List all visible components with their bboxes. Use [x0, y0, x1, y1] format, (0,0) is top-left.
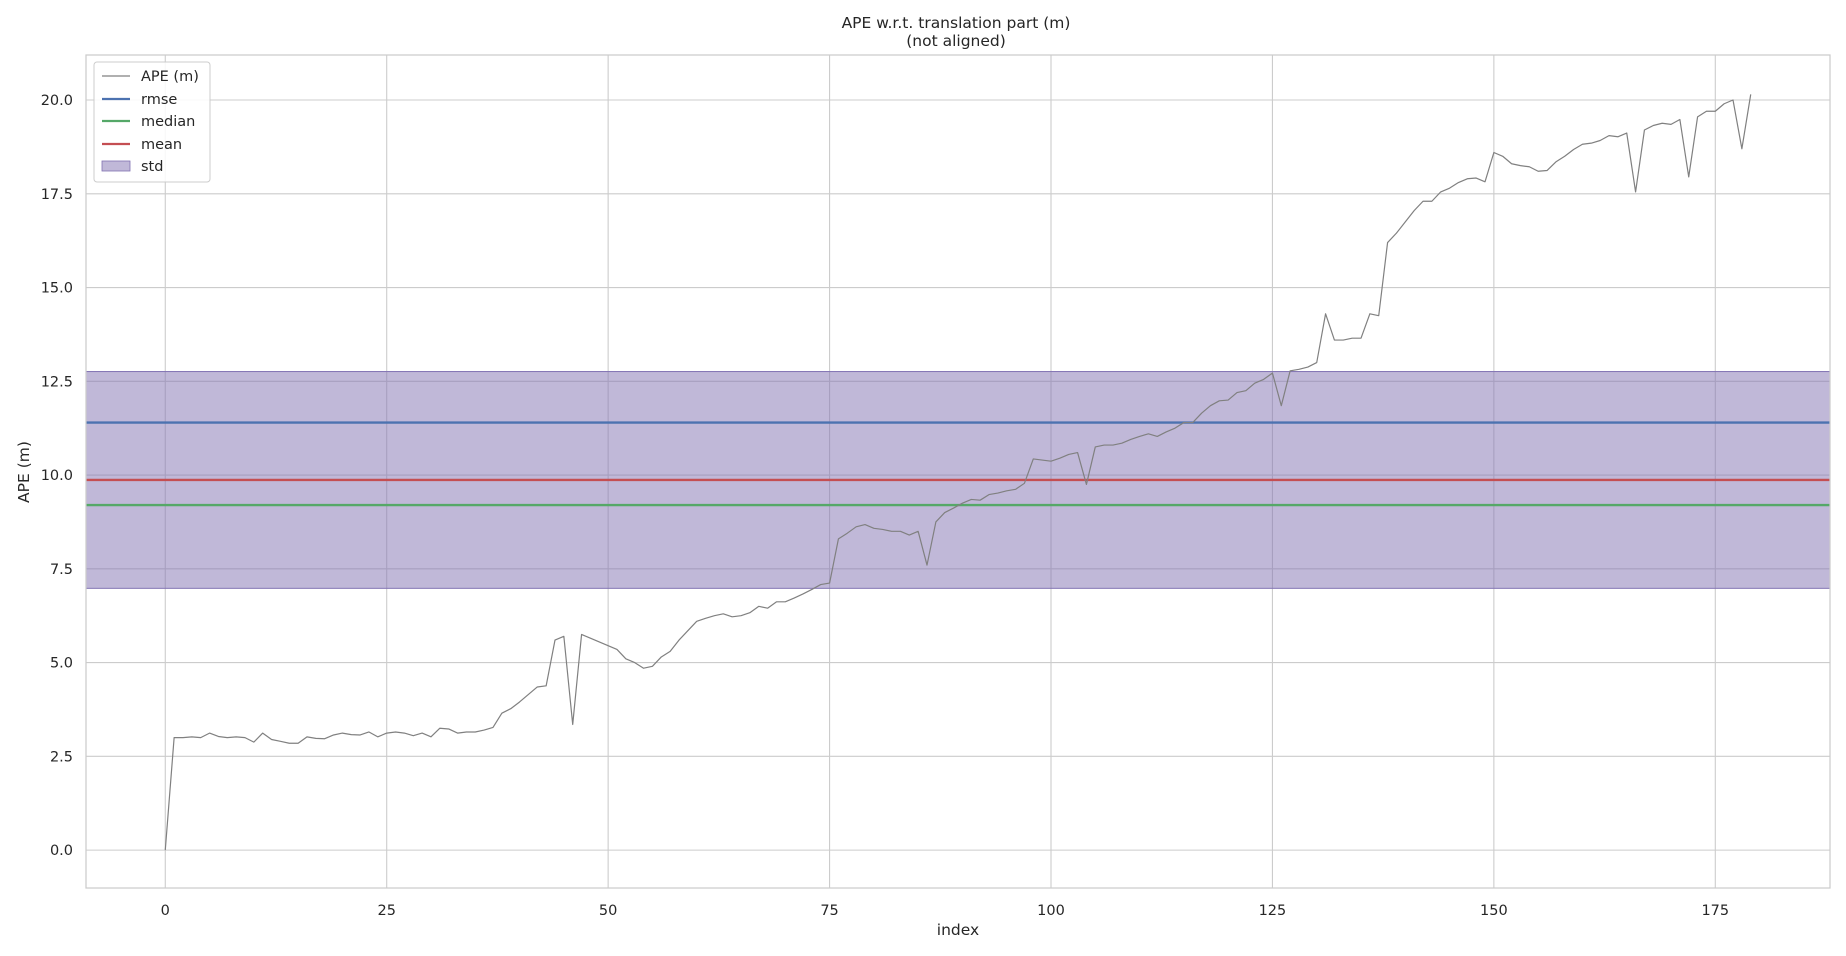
y-tick-label: 0.0 [50, 843, 73, 859]
x-tick-label: 25 [377, 903, 395, 919]
y-tick-label: 2.5 [50, 749, 73, 765]
x-axis-label: index [937, 921, 979, 939]
x-tick-label: 150 [1480, 903, 1508, 919]
y-tick-label: 12.5 [41, 374, 73, 390]
y-tick-label: 7.5 [50, 562, 73, 578]
x-tick-label: 175 [1701, 903, 1729, 919]
legend-swatch-std [101, 160, 131, 172]
chart-subtitle: (not aligned) [906, 32, 1006, 50]
y-tick-label: 17.5 [41, 187, 73, 203]
x-tick-label: 125 [1259, 903, 1287, 919]
chart-title: APE w.r.t. translation part (m) [842, 14, 1071, 32]
x-tick-label: 75 [820, 903, 838, 919]
y-tick-label: 15.0 [41, 281, 73, 297]
ape-series-line [164, 94, 1752, 851]
x-tick-label: 100 [1037, 903, 1065, 919]
y-tick-label: 20.0 [41, 93, 73, 109]
ape-series-layer [164, 94, 1752, 851]
legend-label-mean: mean [141, 137, 182, 153]
legend-label-std: std [141, 159, 163, 175]
legend-frame [93, 61, 211, 183]
legend: APE (m) rmse median mean std [93, 61, 211, 183]
plot-frame [85, 54, 1831, 889]
x-tick-label: 50 [599, 903, 617, 919]
x-tick-labels: 0 25 50 75 100 125 150 175 [161, 903, 1729, 919]
y-tick-label: 5.0 [50, 656, 73, 672]
legend-label-ape: APE (m) [141, 69, 199, 85]
x-tick-label: 0 [161, 903, 170, 919]
y-tick-label: 10.0 [41, 468, 73, 484]
y-axis-label: APE (m) [15, 441, 33, 503]
y-tick-labels: 0.0 2.5 5.0 7.5 10.0 12.5 15.0 17.5 20.0 [41, 93, 73, 859]
legend-label-rmse: rmse [141, 92, 177, 108]
legend-label-median: median [141, 114, 195, 130]
